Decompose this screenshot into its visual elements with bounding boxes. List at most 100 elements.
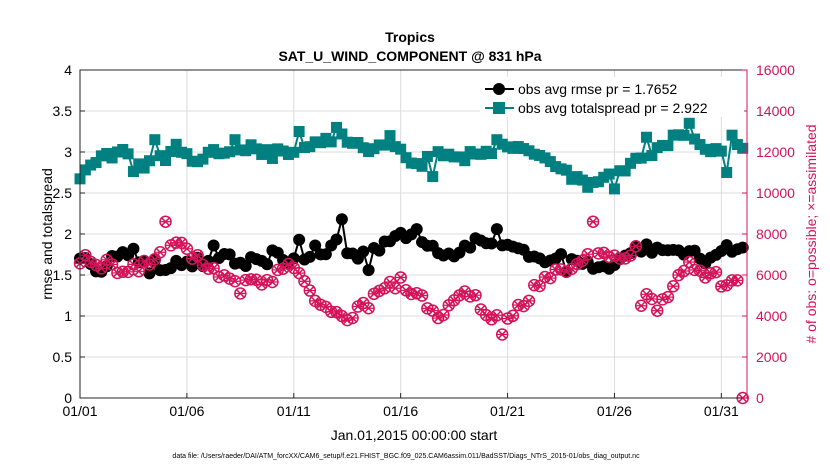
x-tick-label: 01/26 [597,403,632,419]
obs-count-point [207,261,220,275]
spread-point [160,155,172,167]
obs-count-point [330,305,343,319]
spread-point [683,117,695,129]
obs-count-point [437,308,450,322]
spread-point [293,126,305,137]
spread-point [662,140,674,152]
obs-count-point [266,275,279,289]
series-2 [73,215,749,405]
obs-count-point [250,273,263,287]
rmse-point [261,258,274,271]
rmse-point [309,239,322,252]
y-tick-label: 3 [64,144,72,160]
y2-tick-label: 10000 [756,185,795,201]
spread-point [459,155,471,167]
spread-point [170,138,182,150]
rmse-point [207,239,220,252]
rmse-point [373,244,386,257]
rmse-point [555,248,568,261]
obs-count-point [672,268,685,282]
y2-tick-label: 6000 [756,267,787,283]
chart-title: Tropics [385,29,435,45]
obs-count-point [362,302,375,315]
y-axis-label: rmse and totalspread [39,168,55,300]
spread-point [149,134,161,146]
spread-point [143,155,155,167]
series-1 [74,117,749,195]
spread-point [224,146,236,158]
spread-point [726,129,738,141]
y2-tick-label: 4000 [756,308,787,324]
spread-point [560,164,572,176]
rmse-point [239,259,252,272]
y-tick-label: 0.5 [53,349,73,365]
spread-point [646,150,658,162]
spread-point [127,166,139,178]
spread-point [138,162,150,174]
y2-axis-label: # of obs: o=possible; ×=assimilated [803,124,819,343]
spread-point [395,143,407,155]
y-tick-label: 2.5 [53,185,73,201]
y-tick-label: 4 [64,62,72,78]
obs-count-point [346,311,359,325]
obs-count-point [570,257,584,271]
spread-point [250,143,262,155]
spread-point [106,152,118,164]
obs-count-point [624,249,637,262]
spread-point [416,160,428,172]
spread-point [331,121,343,133]
spread-point [486,148,498,160]
spread-point [715,145,727,157]
spread-point [229,134,241,146]
spread-point [325,136,337,148]
spread-point [678,129,690,141]
spread-point [641,131,653,143]
obs-count-point [303,284,317,297]
obs-count-point [95,262,108,275]
obs-count-point [629,240,643,253]
y-axis-right: 0 2000 4000 6000 8000 10000 12000 14000 16000 [742,62,795,406]
obs-count-point [506,309,520,323]
obs-count-point [191,248,204,262]
obs-count-point [533,279,546,293]
obs-count-point [153,245,167,259]
y-tick-label: 0 [64,390,72,406]
spread-point [261,144,273,156]
legend-spread-marker [493,102,505,114]
rmse-point [293,233,306,246]
spread-point [122,148,134,160]
x-tick-label: 01/01 [62,403,97,419]
y2-tick-label: 16000 [756,62,795,78]
obs-count-point [298,275,311,288]
rmse-point [464,241,477,254]
y-tick-label: 1 [64,308,72,324]
rmse-point [485,237,498,250]
x-tick-label: 01/21 [490,403,525,419]
obs-count-point [731,274,744,287]
obs-count-point [709,265,723,279]
spread-point [90,157,102,169]
rmse-point [490,223,503,236]
spread-point [689,133,701,145]
y2-tick-label: 12000 [756,144,795,160]
obs-count-point [159,215,172,228]
spread-point [635,152,647,164]
spread-point [288,146,300,158]
rmse-point [223,248,236,261]
obs-count-point [634,299,648,312]
spread-point [266,152,278,164]
x-tick-label: 01/06 [169,403,204,419]
obs-count-point [308,294,322,308]
y-tick-label: 2 [64,226,72,242]
obs-count-point [666,279,680,293]
obs-count-point [228,275,242,288]
obs-count-point [645,292,659,306]
rmse-point [143,267,156,280]
rmse-point [357,245,370,258]
footer-datafile: data file: /Users/raeder/DAI/ATM_forcXX/… [172,453,640,460]
spread-point [240,145,252,157]
obs-count-point [394,271,407,284]
y2-tick-label: 2000 [756,349,787,365]
legend-spread-label: obs avg totalspread pr = 2.922 [518,100,708,116]
